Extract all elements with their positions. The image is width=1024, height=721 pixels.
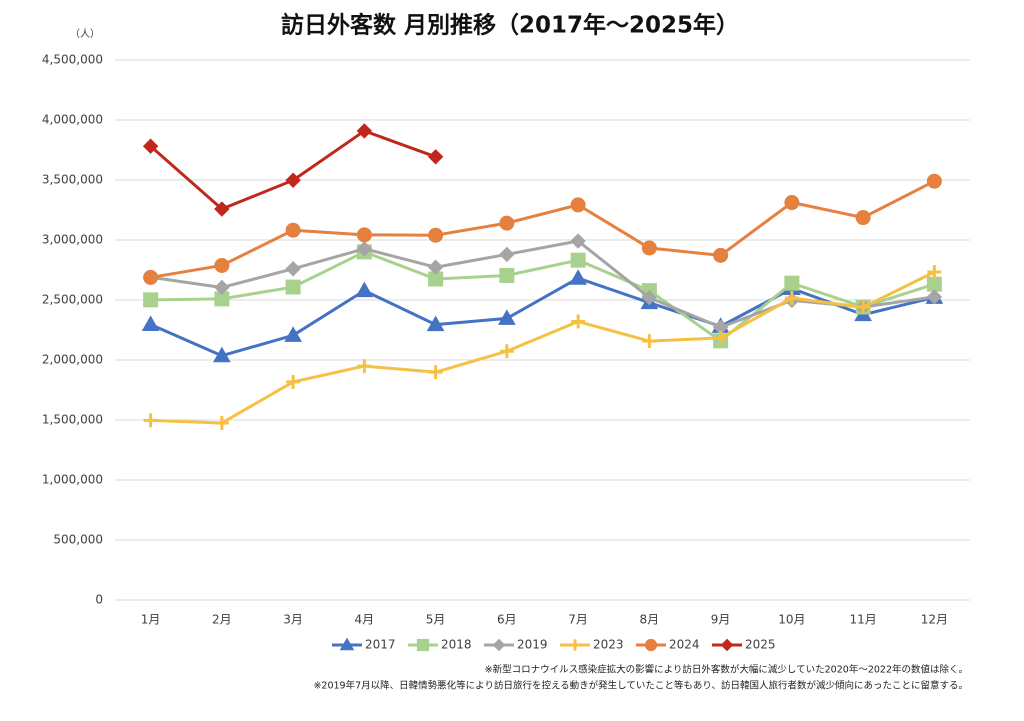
marker	[570, 233, 586, 249]
marker	[926, 289, 943, 305]
y-tick-label: 3,000,000	[42, 233, 103, 247]
series-line	[150, 250, 935, 343]
marker	[927, 265, 942, 280]
marker	[641, 289, 658, 306]
marker	[286, 374, 301, 389]
marker	[214, 201, 230, 217]
marker	[143, 292, 159, 308]
x-tick-label: 4月	[355, 613, 375, 627]
marker	[855, 210, 871, 226]
marker	[720, 638, 734, 652]
marker	[644, 638, 658, 652]
x-tick-label: 12月	[921, 613, 948, 627]
y-tick-label: 2,500,000	[42, 293, 103, 307]
legend-label: 2024	[669, 638, 700, 652]
y-unit-label: （人）	[70, 28, 100, 40]
marker	[356, 227, 372, 243]
x-tick-label: 6月	[497, 613, 517, 627]
y-tick-label: 3,500,000	[42, 173, 103, 187]
marker	[570, 197, 586, 213]
x-tick-label: 7月	[568, 613, 588, 627]
x-tick-label: 1月	[141, 613, 161, 627]
legend-label: 2023	[593, 638, 624, 652]
marker	[214, 415, 229, 430]
marker	[926, 173, 942, 189]
series-line	[150, 179, 936, 279]
marker	[856, 300, 871, 315]
x-tick-label: 2月	[212, 613, 232, 627]
marker	[428, 365, 443, 380]
marker	[214, 257, 230, 273]
x-tick-label: 9月	[711, 613, 731, 627]
marker	[285, 261, 301, 277]
legend-label: 2017	[365, 638, 396, 652]
y-tick-label: 500,000	[53, 533, 103, 547]
y-tick-label: 4,000,000	[42, 113, 103, 127]
marker	[143, 413, 158, 428]
marker	[143, 269, 159, 285]
series-line	[149, 129, 437, 211]
marker	[569, 269, 587, 285]
marker	[569, 639, 581, 651]
series-line	[150, 239, 935, 329]
note: ※新型コロナウイルス感染症拡大の影響により訪日外客数が大幅に減少していた2020…	[485, 664, 968, 676]
marker	[285, 279, 301, 295]
marker	[142, 138, 159, 154]
legend-label: 2018	[441, 638, 472, 652]
x-tick-label: 10月	[778, 613, 805, 627]
marker	[499, 246, 515, 263]
marker	[214, 279, 230, 296]
marker	[570, 252, 586, 268]
y-tick-label: 1,000,000	[42, 473, 103, 487]
x-tick-label: 3月	[283, 613, 303, 627]
marker	[355, 281, 374, 298]
x-tick-label: 8月	[640, 613, 660, 627]
marker	[498, 309, 516, 325]
legend-label: 2025	[745, 638, 776, 652]
series-line	[150, 276, 935, 358]
marker	[416, 638, 430, 652]
series-line	[150, 270, 936, 425]
marker	[713, 247, 729, 263]
marker	[784, 195, 800, 211]
y-tick-label: 2,000,000	[42, 353, 103, 367]
y-tick-label: 4,500,000	[42, 53, 103, 67]
legend-label: 2019	[517, 638, 548, 652]
marker	[642, 334, 657, 349]
marker	[571, 314, 586, 329]
marker	[499, 344, 514, 359]
marker	[784, 275, 800, 291]
marker	[427, 259, 444, 275]
chart-title: 訪日外客数 月別推移（2017年～2025年）	[281, 12, 739, 39]
marker	[499, 267, 515, 283]
note: ※2019年7月以降、日韓情勢悪化等により訪日旅行を控える動きが発生していたこと…	[313, 680, 968, 692]
marker	[141, 315, 160, 332]
marker	[426, 315, 445, 332]
x-tick-label: 5月	[426, 613, 446, 627]
marker	[356, 241, 373, 257]
y-tick-label: 0	[95, 593, 103, 607]
marker	[357, 359, 372, 374]
marker	[784, 291, 799, 306]
marker	[492, 638, 506, 652]
marker	[285, 222, 301, 238]
marker	[356, 123, 373, 139]
marker	[213, 346, 231, 363]
x-tick-label: 11月	[849, 613, 876, 627]
marker	[339, 637, 355, 651]
marker	[284, 326, 302, 342]
marker	[285, 172, 301, 188]
marker	[499, 215, 515, 231]
marker	[713, 330, 728, 345]
marker	[427, 149, 444, 165]
y-tick-label: 1,500,000	[42, 413, 103, 427]
marker	[926, 276, 942, 292]
marker	[428, 227, 444, 243]
marker	[641, 240, 657, 256]
